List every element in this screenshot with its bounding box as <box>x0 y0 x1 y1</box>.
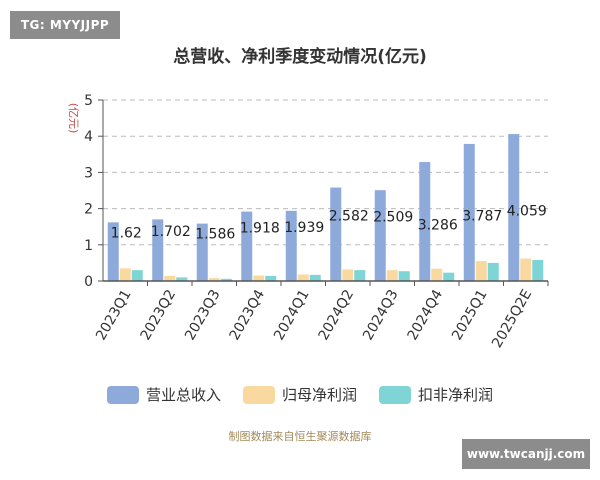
bar-revenue <box>196 223 208 281</box>
bar-deducted-profit <box>265 275 277 281</box>
data-label-revenue: 1.918 <box>240 220 280 236</box>
x-tick-label: 2024Q1 <box>271 287 313 343</box>
data-label-revenue: 3.286 <box>418 218 458 234</box>
bar-revenue <box>241 211 253 281</box>
bar-deducted-profit <box>443 272 455 281</box>
bar-parent-profit <box>253 275 265 281</box>
bar-revenue <box>419 162 431 281</box>
bar-revenue <box>463 143 475 281</box>
bar-revenue <box>285 210 297 281</box>
data-label-revenue: 1.62 <box>111 226 142 242</box>
y-tick-label: 1 <box>84 238 93 254</box>
data-labels: 1.62 1.702 1.586 1.918 1.939 2.582 2.509 3.2863… <box>111 204 547 243</box>
bar-parent-profit <box>520 258 532 281</box>
legend-label-revenue: 营业总收入 <box>145 386 221 404</box>
bar-revenue <box>330 187 342 281</box>
legend-swatch-parent-profit <box>242 385 275 404</box>
data-label-revenue: 1.939 <box>284 220 324 236</box>
legend: 营业总收入 归母净利润 扣非净利润 <box>0 384 600 405</box>
legend-label-deducted-profit: 扣非净利润 <box>418 386 494 404</box>
x-tick-label: 2023Q3 <box>182 287 224 343</box>
x-tick-label: 2024Q3 <box>360 287 402 343</box>
data-label-revenue: 1.586 <box>195 226 235 242</box>
bar-parent-profit <box>297 274 309 281</box>
legend-item-deducted-profit[interactable]: 扣非净利润 <box>379 384 493 405</box>
y-tick-label: 2 <box>84 202 93 218</box>
source-note: 制图数据来自恒生聚源数据库 <box>228 430 372 443</box>
x-tick-label: 2024Q4 <box>405 287 447 343</box>
legend-label-parent-profit: 归母净利润 <box>281 386 357 404</box>
bar-deducted-profit <box>176 277 188 281</box>
data-label-revenue: 4.059 <box>507 204 547 220</box>
legend-item-revenue[interactable]: 营业总收入 <box>106 384 221 405</box>
bar-deducted-profit <box>532 260 544 281</box>
bar-revenue <box>508 134 520 281</box>
legend-item-parent-profit[interactable]: 归母净利润 <box>242 384 357 405</box>
x-tick-label: 2023Q1 <box>93 287 135 343</box>
bars <box>107 134 544 281</box>
legend-swatch-deducted-profit <box>379 385 411 404</box>
bar-parent-profit <box>431 268 443 281</box>
data-label-revenue: 2.582 <box>329 208 369 224</box>
bar-chart: 0 1 2 3 4 5 (亿元) 2023Q1 2023Q2 2023Q3 2023Q4 2024Q1… <box>67 93 549 351</box>
data-label-revenue: 3.787 <box>462 208 502 224</box>
bar-deducted-profit <box>131 270 143 281</box>
y-tick-label: 0 <box>84 274 93 290</box>
bar-parent-profit <box>208 278 220 281</box>
bar-parent-profit <box>386 270 398 281</box>
bar-revenue <box>152 219 164 281</box>
bar-revenue <box>374 190 386 281</box>
bar-parent-profit <box>119 268 131 281</box>
bar-deducted-profit <box>220 278 232 281</box>
bar-deducted-profit <box>487 262 499 281</box>
x-tick-label: 2025Q2E <box>489 287 535 351</box>
bar-deducted-profit <box>398 271 410 281</box>
x-tick-label: 2024Q2 <box>316 287 358 343</box>
chart-title: 总营收、净利季度变动情况(亿元) <box>173 47 427 67</box>
y-unit-label: (亿元) <box>67 103 80 134</box>
watermark-bottom: www.twcanjj.com <box>462 439 590 469</box>
watermark-top: TG: MYYJJPP <box>10 11 120 39</box>
bar-deducted-profit <box>354 270 366 281</box>
data-label-revenue: 2.509 <box>373 210 413 226</box>
bar-deducted-profit <box>309 274 321 281</box>
y-tick-label: 5 <box>84 93 93 109</box>
bar-parent-profit <box>342 269 354 281</box>
x-tick-label: 2023Q4 <box>227 287 269 343</box>
bar-parent-profit <box>475 261 487 281</box>
y-tick-label: 3 <box>84 165 93 181</box>
x-tick-label: 2023Q2 <box>138 287 180 343</box>
bar-parent-profit <box>164 275 176 281</box>
data-label-revenue: 1.702 <box>151 224 191 240</box>
legend-swatch-revenue <box>106 385 139 404</box>
x-tick-label: 2025Q1 <box>449 287 491 343</box>
y-tick-label: 4 <box>84 129 93 145</box>
bar-revenue <box>107 222 119 281</box>
